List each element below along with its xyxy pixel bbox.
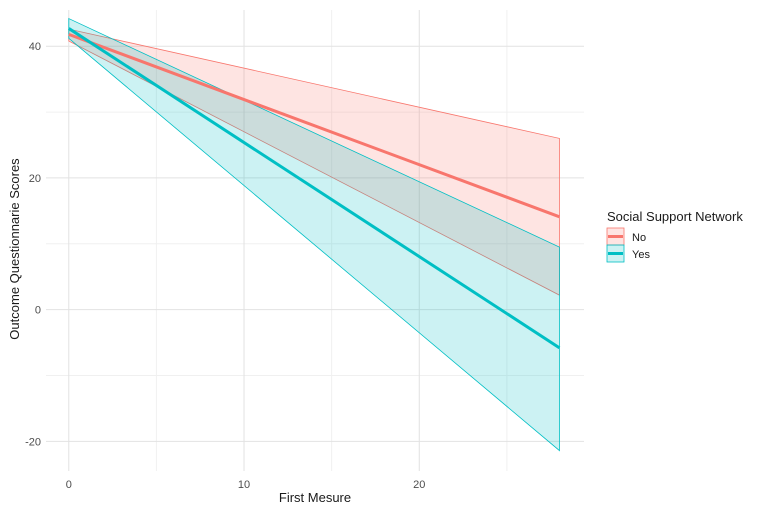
- x-tick-label: 0: [66, 479, 72, 491]
- confidence-bands: [68, 17, 560, 452]
- legend: Social Support Network No Yes: [606, 209, 743, 263]
- y-tick-label: 20: [29, 173, 41, 185]
- y-tick-label: 40: [29, 41, 41, 53]
- minor-gridlines: [46, 10, 584, 471]
- y-axis-ticks: -20 0 20 40: [25, 41, 41, 448]
- legend-title: Social Support Network: [607, 209, 743, 224]
- x-tick-label: 20: [413, 479, 425, 491]
- x-axis-title: First Mesure: [279, 490, 351, 505]
- legend-label-yes: Yes: [632, 249, 650, 261]
- y-tick-label: -20: [25, 436, 41, 448]
- x-tick-label: 10: [238, 479, 250, 491]
- line-yes: [67, 27, 561, 350]
- fit-lines: [67, 27, 561, 350]
- y-axis-title: Outcome Questionnarie Scores: [7, 158, 22, 340]
- legend-label-no: No: [632, 232, 646, 244]
- band-yes: [68, 17, 560, 452]
- x-axis-ticks: 0 10 20: [66, 479, 426, 491]
- major-gridlines: [46, 10, 584, 471]
- line-no: [68, 32, 560, 219]
- y-tick-label: 0: [35, 305, 41, 317]
